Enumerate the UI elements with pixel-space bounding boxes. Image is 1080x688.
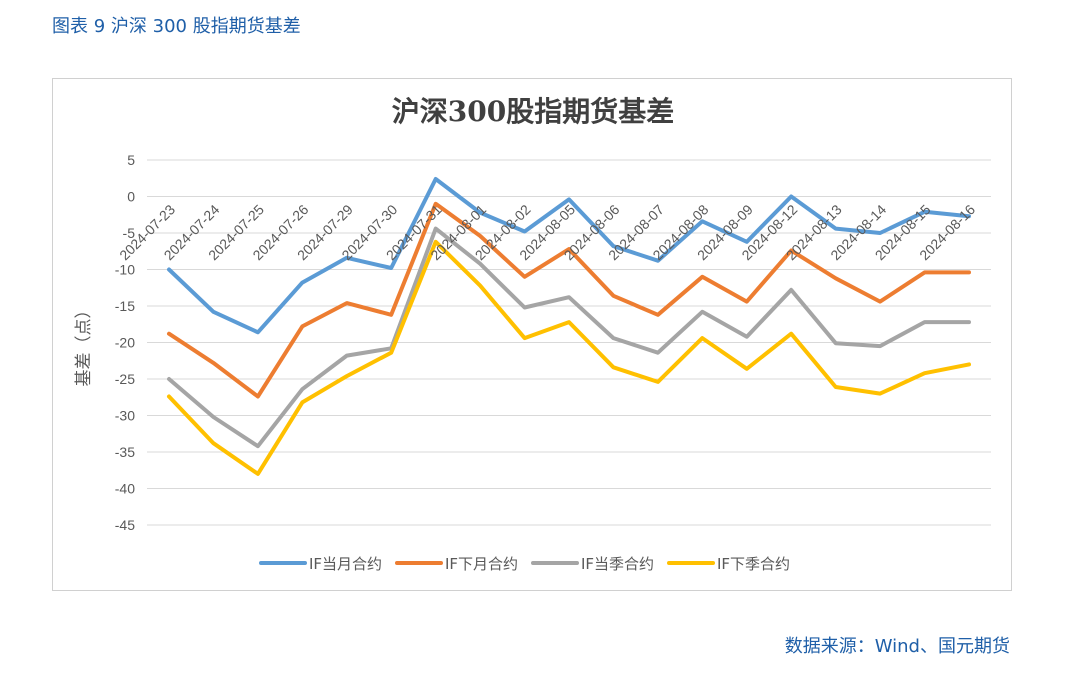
- basis-line-chart: 沪深300股指期货基差 5 0 -5 -10 -15 -20 -25 -30 -35 -40 -45 基…: [74, 95, 991, 573]
- y-tick-label: -45: [115, 517, 135, 533]
- y-axis-label: 基差（点）: [74, 302, 94, 387]
- legend-label: IF下月合约: [445, 555, 518, 573]
- y-tick-label: -5: [123, 225, 136, 241]
- legend-label: IF当月合约: [309, 555, 382, 573]
- y-tick-label: 5: [127, 152, 135, 168]
- legend-label: IF当季合约: [581, 555, 654, 573]
- chart-frame: 沪深300股指期货基差 5 0 -5 -10 -15 -20 -25 -30 -35 -40 -45 基…: [52, 78, 1012, 591]
- source-note: 数据来源：Wind、国元期货: [784, 636, 1010, 657]
- y-tick-label: -25: [115, 371, 135, 387]
- series-line: [167, 239, 971, 476]
- figure-caption: 图表 9 沪深 300 股指期货基差: [52, 16, 301, 37]
- series-line: [167, 201, 971, 399]
- series-line: [167, 226, 971, 449]
- y-tick-label: -35: [115, 444, 135, 460]
- y-tick-label: 0: [127, 189, 135, 205]
- chart-title: 沪深300股指期货基差: [392, 95, 674, 128]
- legend-label: IF下季合约: [717, 555, 790, 573]
- y-tick-label: -20: [115, 335, 135, 351]
- y-tick-label: -15: [115, 298, 135, 314]
- y-tick-label: -30: [115, 408, 135, 424]
- series-line: [167, 177, 971, 335]
- y-tick-label: -10: [115, 262, 135, 278]
- y-tick-label: -40: [115, 481, 135, 497]
